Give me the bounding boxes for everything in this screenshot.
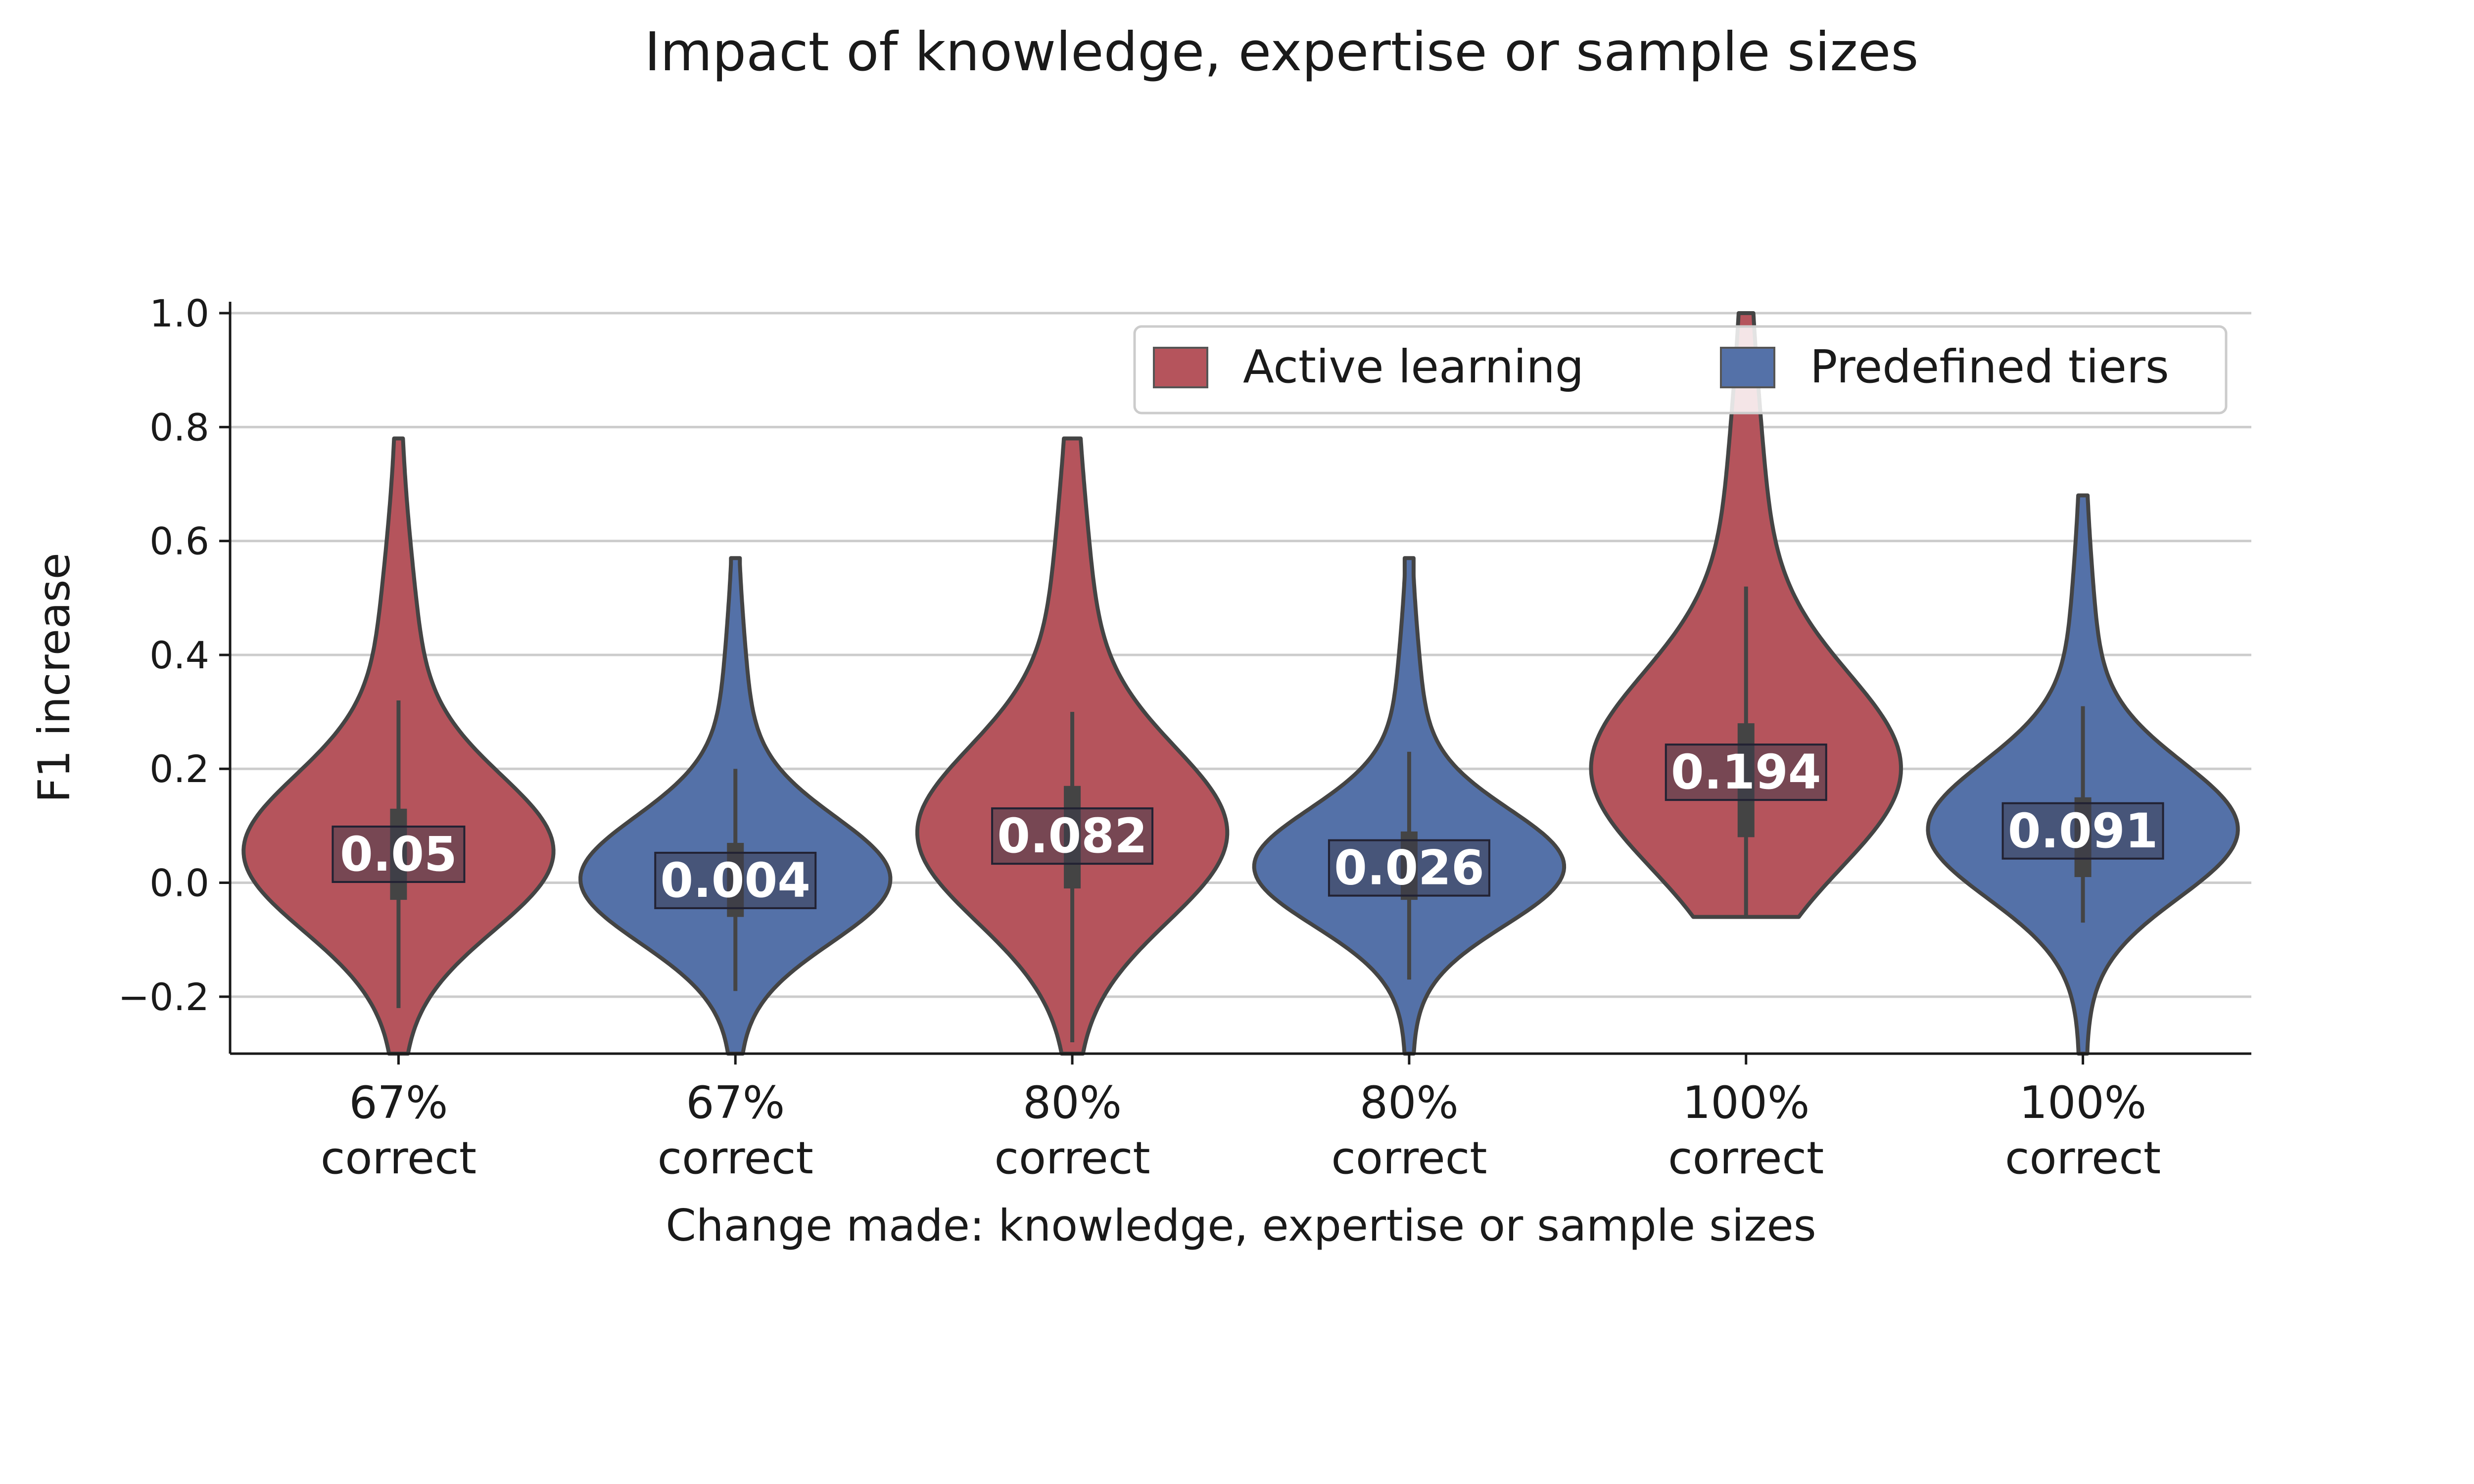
median-label-box-4 <box>1328 839 1490 897</box>
y-tick-label: −0.2 <box>118 975 209 1019</box>
x-tick-label-line2: correct <box>1668 1132 1824 1184</box>
y-tick-label: 0.8 <box>149 405 209 449</box>
median-label-1: 0.05 <box>340 827 457 882</box>
legend-frame <box>1133 325 2228 415</box>
median-label-2: 0.004 <box>660 853 810 908</box>
x-tick-label-line1: 80% <box>1360 1077 1459 1129</box>
x-tick-label-line2: correct <box>658 1132 813 1184</box>
x-tick-label-line1: 100% <box>2019 1077 2146 1129</box>
x-tick-label-line1: 80% <box>1023 1077 1122 1129</box>
y-ticks: −0.2 0.0 0.2 0.4 0.6 0.8 1.0 <box>118 291 230 1019</box>
median-labels: 0.05 0.004 0.082 0.026 0.194 0.091 <box>332 743 2164 909</box>
x-ticks: 67%correct67%correct80%correct80%correct… <box>321 1054 2161 1184</box>
x-axis-label: Change made: knowledge, expertise or sam… <box>666 1200 1816 1251</box>
median-label-6: 0.091 <box>2008 803 2158 859</box>
median-label-box-3 <box>991 807 1154 865</box>
y-tick-label: 0.0 <box>149 861 209 905</box>
gridlines <box>230 312 2251 998</box>
median-label-3: 0.082 <box>997 808 1147 864</box>
y-tick-label: 1.0 <box>149 291 209 335</box>
x-tick-label-line1: 67% <box>686 1077 785 1129</box>
median-label-5: 0.194 <box>1671 744 1821 800</box>
median-label-box-5 <box>1665 743 1827 801</box>
x-tick-label-line2: correct <box>321 1132 476 1184</box>
median-label-box-2 <box>654 851 817 909</box>
x-tick-label-line2: correct <box>1331 1132 1487 1184</box>
x-tick-label-line1: 100% <box>1682 1077 1809 1129</box>
median-label-box-1 <box>332 825 466 883</box>
x-tick-label-line1: 67% <box>349 1077 448 1129</box>
y-tick-label: 0.4 <box>149 633 209 677</box>
median-label-box-6 <box>2001 802 2164 860</box>
x-tick-label-line2: correct <box>2005 1132 2161 1184</box>
legend-label-active-learning: Active learning <box>1243 340 1584 393</box>
legend-label-predefined-tiers: Predefined tiers <box>1810 340 2169 393</box>
y-tick-label: 0.2 <box>149 747 209 791</box>
legend-swatch-predefined-tiers <box>1720 347 1775 388</box>
violins <box>241 311 2240 1056</box>
y-tick-label: 0.6 <box>149 519 209 563</box>
legend: Active learning Predefined tiers <box>1133 325 2228 415</box>
x-tick-label-line2: correct <box>995 1132 1150 1184</box>
legend-swatch-active-learning <box>1153 347 1208 388</box>
chart-title: Impact of knowledge, expertise or sample… <box>644 21 1918 83</box>
y-axis-label: F1 increase <box>29 553 80 802</box>
axes <box>229 302 2251 1055</box>
median-label-4: 0.026 <box>1334 840 1484 896</box>
